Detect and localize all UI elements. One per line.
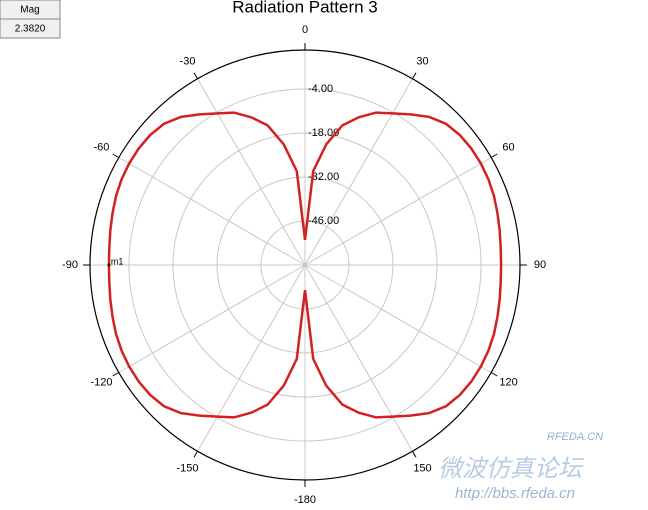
tick-mark: [193, 450, 198, 458]
angle-tick-label: 60: [502, 141, 514, 153]
grid-spoke: [304, 264, 413, 452]
angle-tick-label: -150: [176, 462, 198, 474]
angle-tick-label: -90: [62, 259, 78, 271]
angle-tick-label: 120: [499, 376, 517, 388]
watermark: RFEDA.CN: [547, 431, 603, 443]
angle-tick-label: 150: [413, 462, 431, 474]
watermark: 微波仿真论坛: [438, 455, 585, 482]
angle-tick-label: -30: [180, 55, 196, 67]
tick-mark: [112, 153, 120, 158]
tick-mark: [112, 372, 120, 377]
tick-mark: [490, 372, 498, 377]
marker-value: 2.3820: [15, 24, 46, 35]
angle-tick-label: -60: [94, 141, 110, 153]
grid-spoke: [197, 264, 306, 452]
angle-tick-label: 30: [416, 55, 428, 67]
tick-mark: [490, 153, 498, 158]
marker-column: Mag: [20, 5, 39, 16]
watermark: http://bbs.rfeda.cn: [455, 485, 575, 502]
tick-mark: [412, 72, 417, 80]
outer-circle: [89, 49, 521, 481]
angle-tick-label: 90: [534, 259, 546, 271]
angle-tick-label: -120: [90, 376, 112, 388]
angle-tick-label: -180: [294, 494, 316, 506]
radial-tick-label: -18.00: [308, 127, 339, 139]
grid-spoke: [118, 264, 306, 373]
grid-spoke: [304, 157, 492, 266]
marker-label: m1: [111, 256, 124, 266]
radial-tick-label: -4.00: [308, 83, 333, 95]
pattern-line: [107, 111, 503, 419]
grid-spoke: [304, 264, 492, 373]
radial-tick-label: -46.00: [308, 215, 339, 227]
grid-spoke: [304, 78, 413, 266]
radial-tick-label: -32.00: [308, 171, 339, 183]
chart-title: Radiation Pattern 3: [232, 0, 378, 16]
tick-mark: [193, 72, 198, 80]
tick-mark: [412, 450, 417, 458]
grid-spoke: [197, 78, 306, 266]
angle-tick-label: 0: [302, 24, 308, 36]
marker-point: [107, 263, 111, 267]
grid-spoke: [118, 157, 306, 266]
